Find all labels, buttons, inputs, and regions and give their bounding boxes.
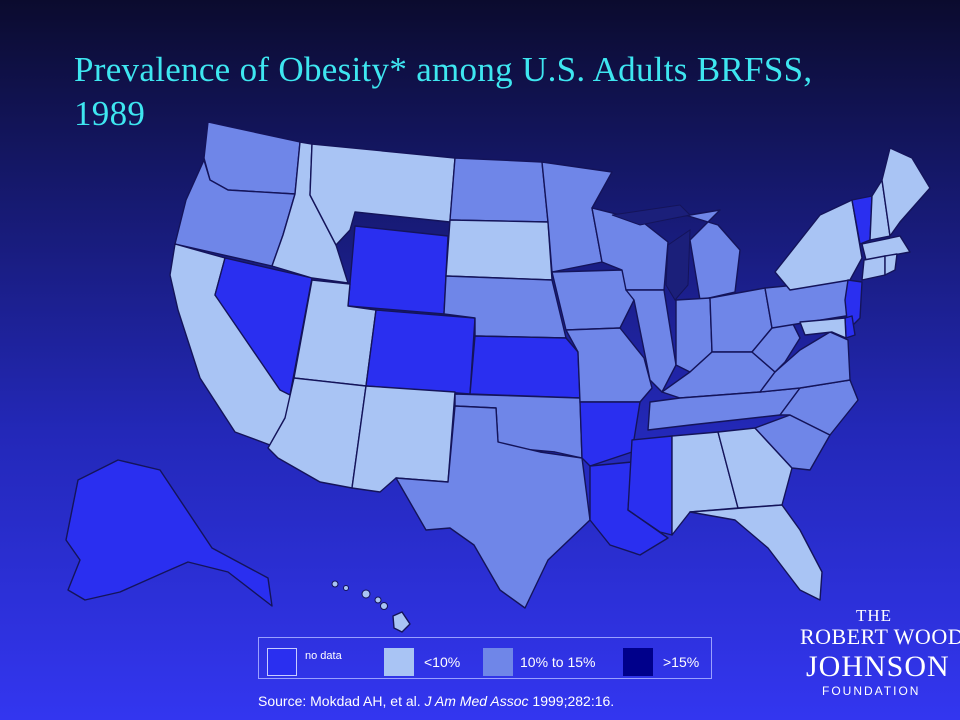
state-fl bbox=[689, 504, 823, 601]
source-journal: J Am Med Assoc bbox=[424, 693, 529, 709]
state-ia bbox=[551, 269, 635, 331]
lake-michigan bbox=[665, 229, 691, 301]
source-prefix: Source: Mokdad AH, et al. bbox=[258, 693, 421, 709]
slide-title: Prevalence of Obesity* among U.S. Adults… bbox=[74, 50, 813, 133]
state-mo bbox=[565, 327, 653, 403]
hi-island-4 bbox=[374, 596, 382, 604]
source-citation: Source: Mokdad AH, et al. J Am Med Assoc… bbox=[258, 693, 728, 709]
great-lakes bbox=[611, 204, 692, 301]
hi-island-1 bbox=[331, 580, 339, 588]
state-me bbox=[881, 147, 931, 237]
state-wy bbox=[347, 225, 449, 315]
hi-island-5 bbox=[380, 602, 388, 610]
hi-island-3 bbox=[361, 589, 371, 599]
state-ks bbox=[469, 335, 581, 399]
legend-swatch-no-data bbox=[267, 648, 297, 676]
legend-label-10-to-15: 10% to 15% bbox=[520, 654, 596, 670]
state-ct bbox=[861, 255, 886, 281]
hi-island-2 bbox=[343, 585, 349, 591]
rwjf-logo: THE ROBERT WOOD JOHNSON FOUNDATION bbox=[800, 606, 960, 702]
legend-swatch-over-15 bbox=[623, 648, 653, 676]
state-ri bbox=[884, 253, 898, 276]
state-nv bbox=[214, 257, 313, 396]
logo-foundation: FOUNDATION bbox=[822, 684, 921, 698]
state-ma bbox=[861, 235, 911, 261]
state-ak bbox=[65, 459, 273, 607]
legend-label-under-10: <10% bbox=[424, 654, 461, 670]
state-hi bbox=[392, 611, 411, 633]
state-md bbox=[799, 317, 847, 339]
small-islands bbox=[331, 580, 388, 610]
logo-robert-wood: ROBERT WOOD bbox=[800, 624, 960, 649]
state-tx bbox=[395, 405, 591, 609]
state-mi bbox=[659, 209, 741, 301]
state-co bbox=[365, 309, 476, 395]
lake-superior bbox=[611, 204, 692, 226]
source-suffix: 1999;282:16. bbox=[532, 693, 615, 709]
state-sc bbox=[754, 414, 831, 471]
logo-the: THE bbox=[856, 606, 893, 625]
legend-label-over-15: >15% bbox=[663, 654, 700, 670]
state-ny bbox=[774, 199, 863, 291]
map-legend: no data <10% 10% to 15% >15% bbox=[258, 637, 712, 679]
legend-swatch-under-10 bbox=[384, 648, 414, 676]
state-wa bbox=[203, 121, 301, 195]
state-sd bbox=[445, 219, 553, 281]
legend-swatch-10-to-15 bbox=[483, 648, 513, 676]
logo-johnson: JOHNSON bbox=[806, 650, 950, 683]
state-ar bbox=[579, 401, 641, 467]
state-ms bbox=[627, 435, 673, 536]
legend-label-no-data: no data bbox=[305, 650, 342, 662]
state-nm bbox=[351, 385, 456, 493]
state-nd bbox=[449, 157, 549, 223]
